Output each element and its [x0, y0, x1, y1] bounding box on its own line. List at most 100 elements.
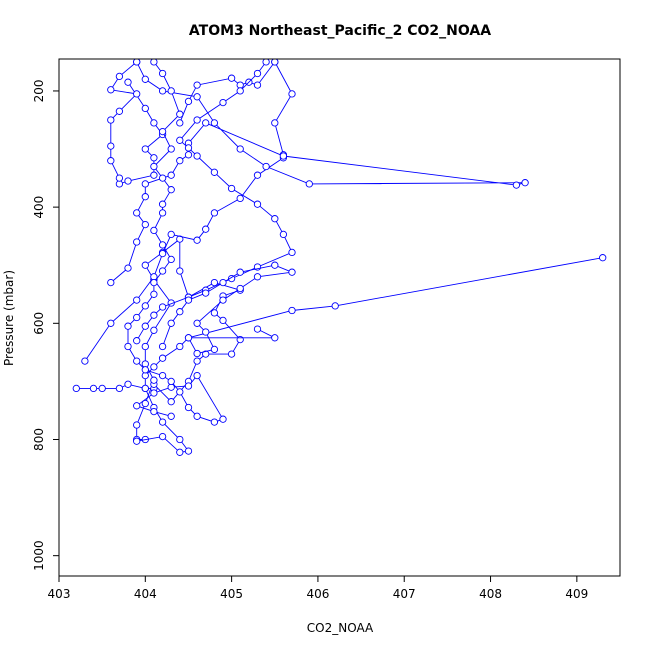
data-point: [236, 194, 244, 203]
series-1: [72, 235, 244, 444]
data-point: [141, 193, 149, 201]
data-point: [150, 226, 158, 235]
series-7: [133, 59, 296, 345]
data-point: [158, 209, 167, 217]
data-point: [158, 174, 167, 182]
data-point: [184, 151, 193, 159]
data-point: [184, 97, 193, 106]
data-point: [107, 157, 115, 165]
data-point: [193, 412, 201, 420]
series-4: [133, 254, 607, 456]
y-tick-label: 1000: [32, 540, 46, 571]
data-point: [150, 326, 158, 334]
data-point: [279, 152, 288, 160]
data-point: [115, 107, 124, 115]
y-axis-label: Pressure (mbar): [2, 270, 16, 366]
data-point: [253, 69, 262, 78]
data-point: [184, 296, 193, 304]
data-point: [193, 93, 201, 101]
data-point: [184, 403, 193, 412]
data-point: [271, 215, 279, 223]
x-axis-label: CO2_NOAA: [307, 621, 374, 635]
data-point: [158, 354, 167, 362]
data-point: [210, 278, 219, 287]
data-point: [227, 184, 236, 193]
data-point: [133, 402, 141, 410]
data-point: [176, 308, 184, 316]
data-point: [150, 171, 158, 179]
data-point: [253, 81, 262, 89]
data-point: [115, 174, 124, 182]
data-point: [115, 72, 124, 81]
y-tick-label: 200: [32, 79, 46, 102]
y-axis: 200 400 600 800 1000: [32, 79, 59, 571]
data-point: [176, 342, 184, 351]
data-point: [253, 171, 262, 179]
data-point: [236, 284, 244, 293]
series-3: [107, 59, 529, 287]
data-point: [210, 345, 219, 354]
data-point: [271, 334, 279, 342]
data-point: [271, 59, 279, 66]
data-point: [141, 220, 149, 229]
data-point: [158, 87, 167, 95]
data-point: [271, 119, 279, 127]
x-axis: 403 404 405 406 407 408 409: [48, 576, 588, 601]
data-point: [219, 415, 227, 423]
data-point: [176, 119, 184, 127]
data-point: [176, 157, 184, 165]
data-point: [141, 261, 149, 269]
data-point: [150, 290, 158, 298]
data-point: [141, 75, 149, 83]
data-point: [193, 116, 201, 124]
data-point: [133, 337, 141, 345]
data-point: [227, 274, 236, 283]
data-point: [150, 407, 158, 416]
x-tick-label: 409: [565, 587, 588, 601]
data-point: [124, 380, 132, 388]
data-point: [158, 303, 167, 311]
data-point: [107, 278, 115, 287]
data-point: [193, 357, 201, 365]
data-point: [167, 145, 175, 153]
data-point: [202, 225, 210, 233]
data-point: [141, 180, 149, 188]
data-point: [107, 116, 115, 124]
data-point: [236, 87, 244, 95]
data-point: [158, 241, 167, 249]
data-point: [158, 200, 167, 208]
data-point: [141, 342, 149, 351]
data-point: [599, 254, 607, 262]
plot-frame: [58, 58, 621, 577]
x-tick-label: 403: [48, 587, 71, 601]
data-point: [124, 322, 132, 330]
series-2: [81, 59, 296, 365]
data-point: [288, 90, 296, 98]
data-point: [141, 322, 149, 330]
x-tick-label: 404: [134, 587, 157, 601]
data-point: [167, 412, 175, 420]
data-point: [141, 384, 149, 393]
data-point: [133, 238, 141, 246]
data-point: [141, 104, 149, 113]
data-point: [107, 142, 115, 150]
y-tick-label: 800: [32, 428, 46, 451]
data-point: [167, 255, 175, 264]
data-point: [167, 230, 175, 239]
data-point: [236, 145, 244, 153]
x-tick-label: 405: [220, 587, 243, 601]
x-tick-label: 406: [306, 587, 329, 601]
data-point: [253, 325, 262, 333]
data-point: [167, 186, 175, 194]
data-point: [219, 98, 227, 107]
data-point: [184, 447, 193, 455]
data-point: [193, 152, 201, 160]
data-point: [193, 319, 201, 327]
data-point: [167, 171, 175, 179]
data-point: [253, 273, 262, 281]
series-layer: [72, 59, 607, 456]
data-point: [158, 249, 167, 258]
series-5: [107, 59, 167, 188]
data-point: [202, 119, 210, 127]
data-point: [184, 334, 193, 342]
